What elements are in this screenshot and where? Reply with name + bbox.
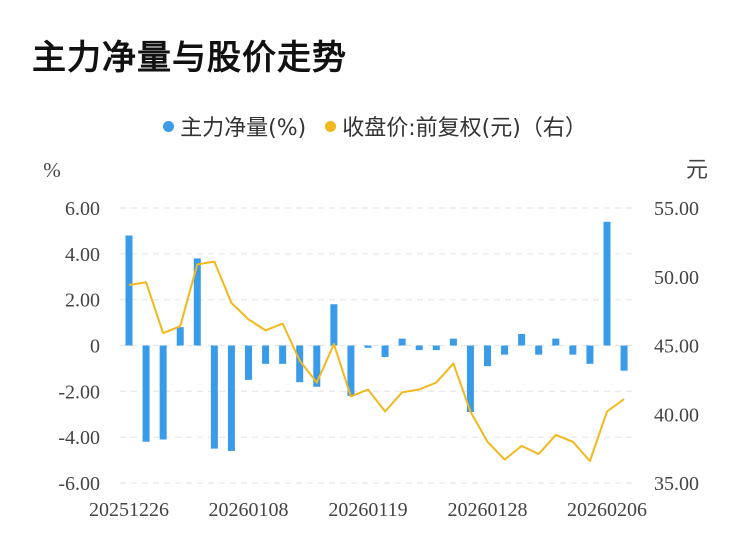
- y-right-tick-label: 55.00: [654, 198, 699, 220]
- net-volume-bar[interactable]: [227, 345, 235, 451]
- chart-title: 主力净量与股价走势: [32, 38, 347, 78]
- net-volume-bar[interactable]: [279, 345, 287, 364]
- right-axis-unit: 元: [686, 157, 708, 182]
- net-volume-bar[interactable]: [125, 235, 133, 346]
- close-price-line[interactable]: [128, 260, 625, 462]
- net-volume-bar[interactable]: [142, 345, 150, 442]
- net-volume-bar[interactable]: [620, 345, 628, 371]
- legend-marker-bar: [163, 120, 175, 132]
- net-volume-bar[interactable]: [193, 258, 201, 346]
- net-volume-bar[interactable]: [347, 345, 355, 396]
- net-volume-bar[interactable]: [569, 345, 577, 355]
- y-right-tick-label: 35.00: [654, 473, 699, 495]
- legend-marker-line: [325, 120, 337, 132]
- legend-item-net-volume[interactable]: 主力净量(%): [163, 110, 306, 142]
- y-left-tick-label: 4.00: [65, 244, 100, 266]
- y-right-tick-label: 45.00: [654, 336, 699, 358]
- net-volume-bar[interactable]: [262, 345, 270, 364]
- net-volume-bar[interactable]: [210, 345, 218, 449]
- x-tick-label: 20260206: [567, 499, 647, 521]
- net-volume-bar[interactable]: [364, 345, 372, 348]
- x-tick-label: 20260128: [448, 499, 528, 521]
- y-left-tick-label: -2.00: [58, 381, 100, 403]
- y-left-tick-label: 0: [90, 336, 100, 358]
- net-volume-bar[interactable]: [381, 345, 389, 357]
- net-volume-bar[interactable]: [603, 221, 611, 346]
- y-left-tick-label: 6.00: [65, 198, 100, 220]
- x-tick-label: 20260119: [328, 499, 407, 521]
- chart-legend: 主力净量(%) 收盘价:前复权(元)（右）: [0, 110, 750, 142]
- x-tick-label: 20251226: [89, 499, 169, 521]
- net-volume-bar[interactable]: [484, 345, 491, 367]
- y-right-tick-label: 40.00: [654, 404, 699, 426]
- net-volume-bar[interactable]: [466, 345, 474, 412]
- left-axis-unit: %: [43, 158, 61, 182]
- legend-label-net-volume: 主力净量(%): [180, 116, 307, 141]
- net-volume-bar[interactable]: [449, 338, 457, 346]
- net-volume-bar[interactable]: [432, 345, 440, 351]
- net-volume-bar[interactable]: [176, 327, 184, 346]
- legend-label-close-price: 收盘价:前复权(元)（右）: [342, 116, 587, 141]
- net-volume-bar[interactable]: [535, 345, 543, 355]
- net-volume-bar[interactable]: [415, 345, 423, 351]
- net-volume-bar[interactable]: [398, 338, 406, 346]
- y-left-tick-label: -6.00: [58, 473, 100, 495]
- legend-item-close-price[interactable]: 收盘价:前复权(元)（右）: [325, 110, 587, 142]
- net-volume-bar[interactable]: [159, 345, 167, 440]
- y-left-tick-label: -4.00: [58, 427, 100, 449]
- y-left-tick-label: 2.00: [65, 290, 100, 312]
- net-volume-bar[interactable]: [245, 345, 252, 380]
- x-tick-label: 20260108: [209, 499, 289, 521]
- net-volume-bar[interactable]: [296, 345, 304, 383]
- net-volume-bar[interactable]: [552, 338, 560, 346]
- net-volume-bar[interactable]: [501, 345, 509, 355]
- net-volume-bar[interactable]: [586, 345, 594, 364]
- net-volume-bar[interactable]: [330, 304, 338, 346]
- net-volume-bar[interactable]: [313, 345, 321, 387]
- net-volume-bar[interactable]: [518, 334, 526, 346]
- y-right-tick-label: 50.00: [654, 267, 699, 289]
